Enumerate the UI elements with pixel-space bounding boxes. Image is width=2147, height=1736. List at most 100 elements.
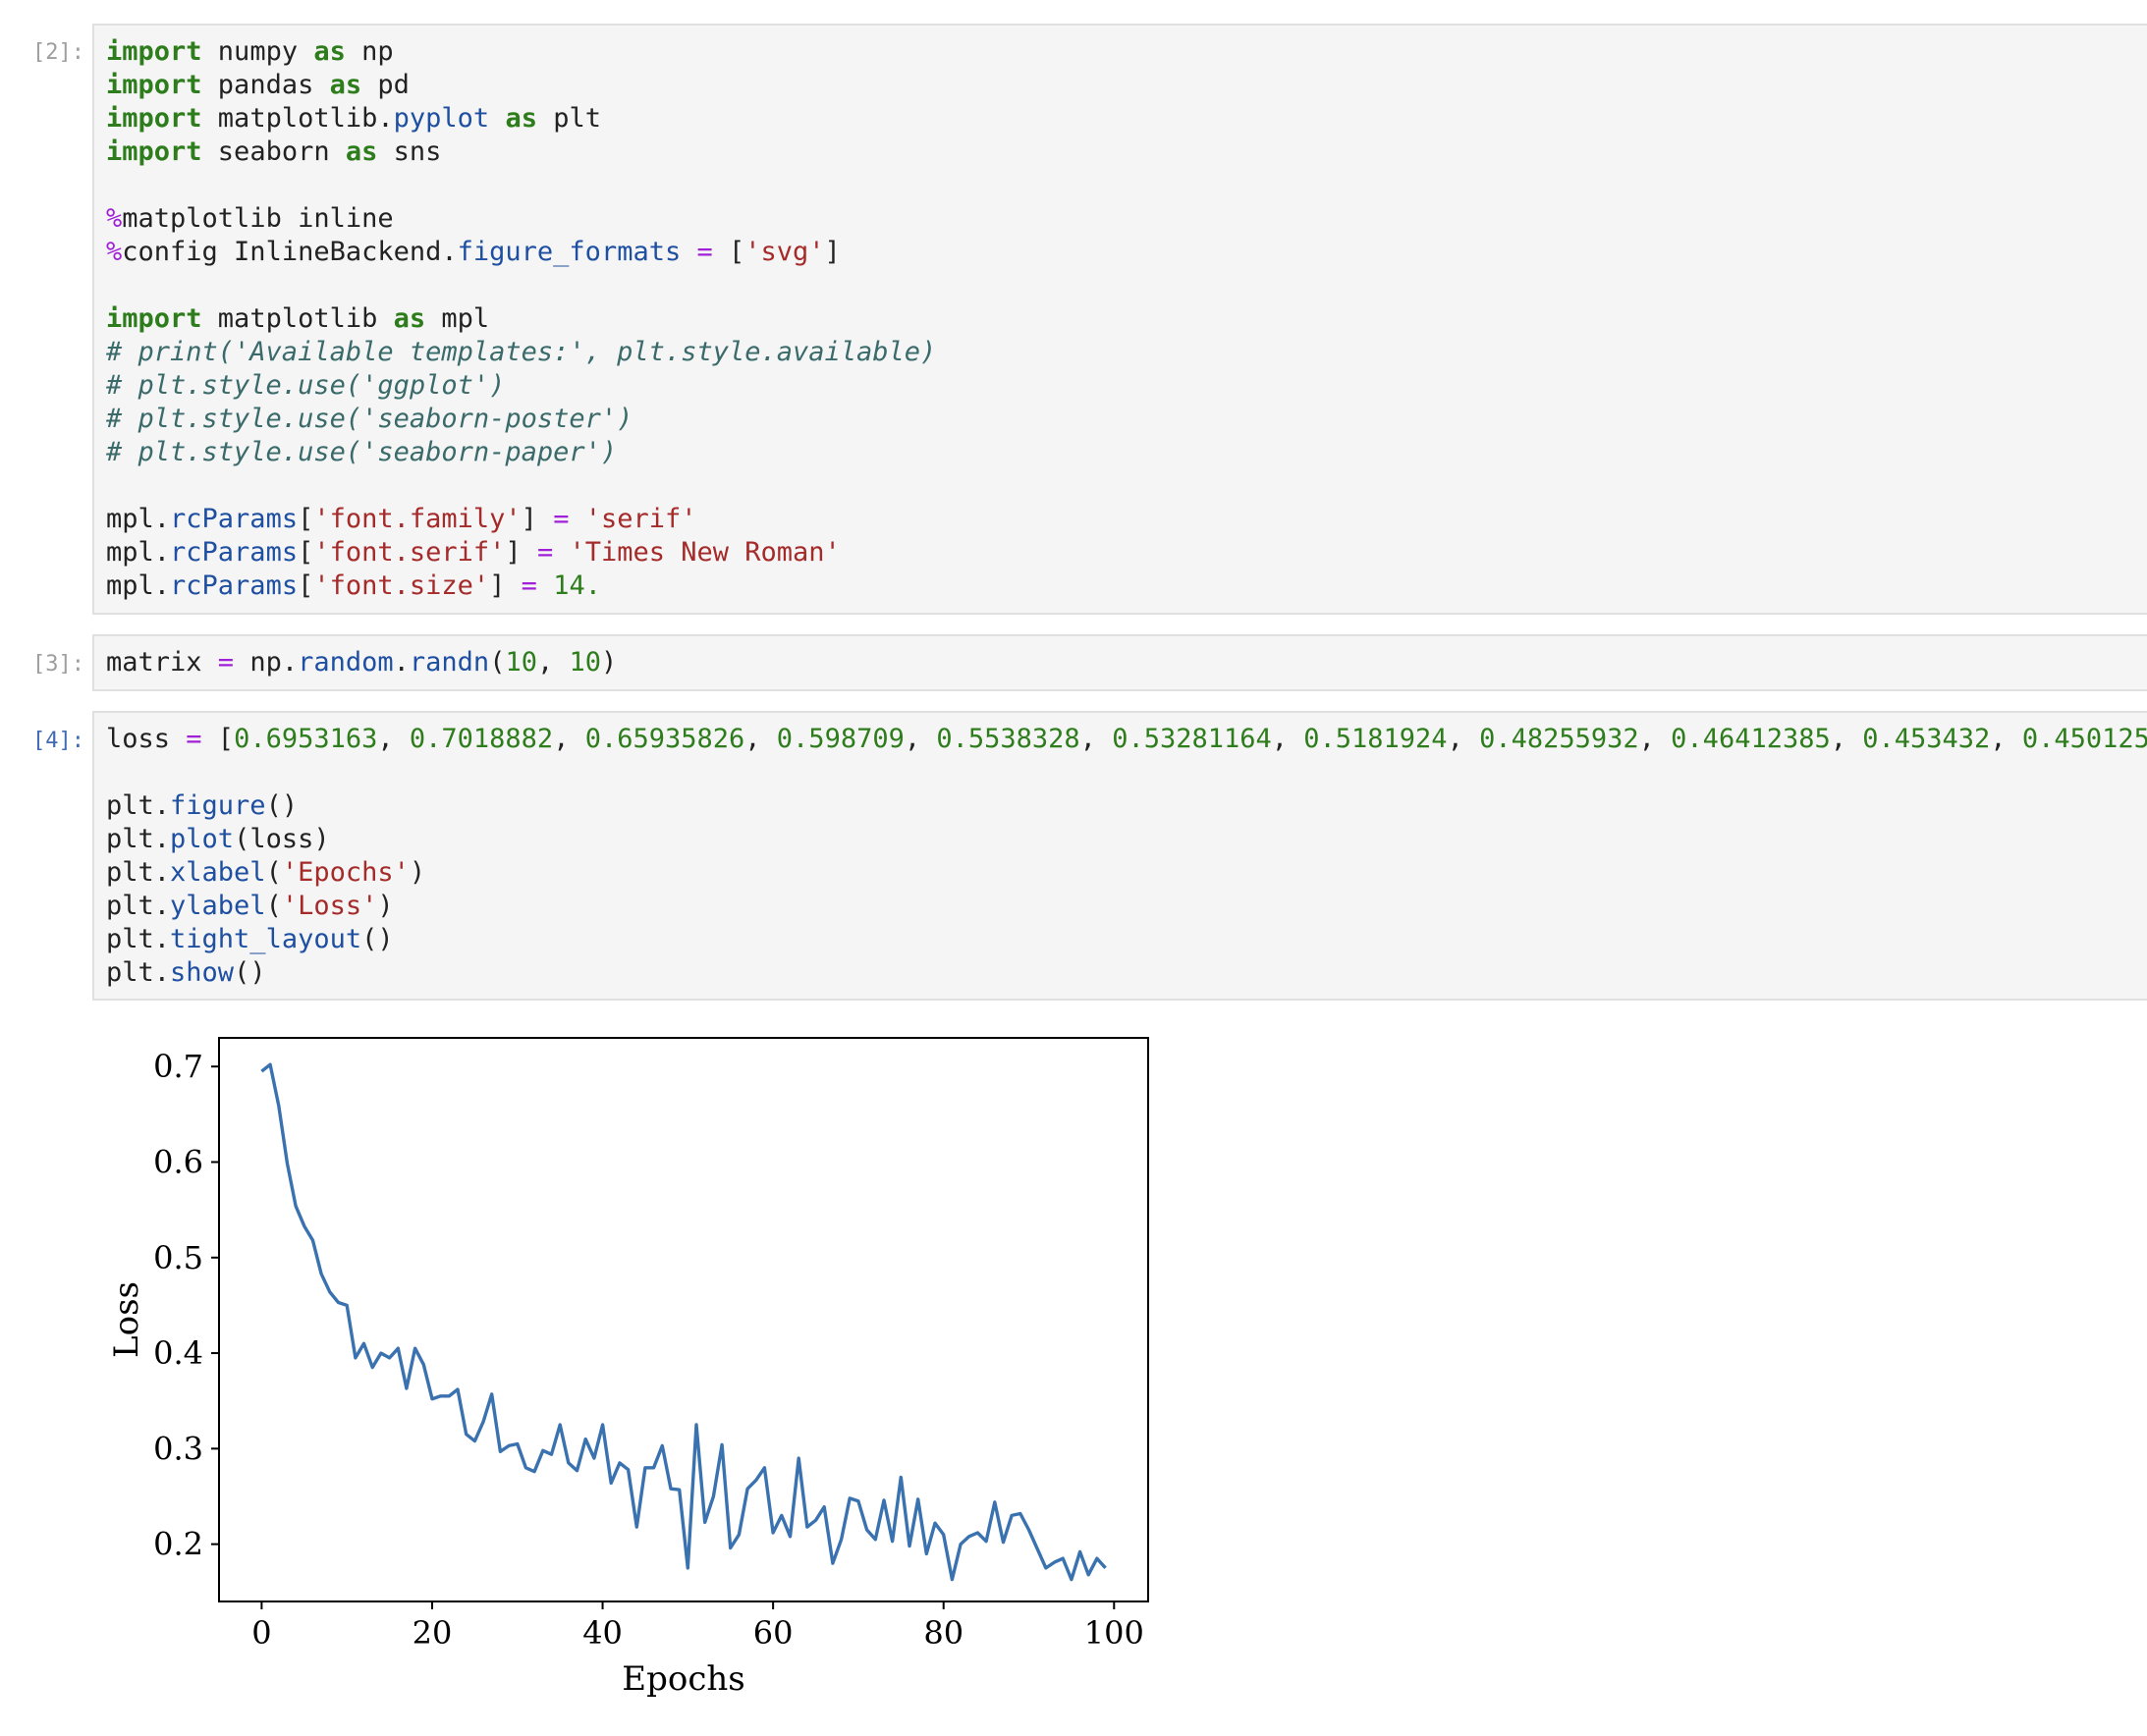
code-token: as	[313, 36, 346, 67]
code-token: figure_formats	[457, 237, 682, 267]
y-tick-label: 0.6	[153, 1143, 203, 1180]
code-editor[interactable]: import numpy as np import pandas as pd imp…	[94, 26, 2147, 613]
code-token: 0.53281164	[1112, 724, 1272, 754]
code-token: 0.453432	[1862, 724, 1991, 754]
code-token: ,	[536, 647, 570, 678]
code-token: ]	[521, 504, 554, 534]
code-token: plt.	[106, 891, 171, 921]
y-tick-label: 0.3	[153, 1430, 203, 1467]
x-tick-label: 0	[251, 1614, 271, 1652]
code-token: ,	[1638, 724, 1672, 754]
x-tick-label: 20	[413, 1614, 453, 1652]
code-line: matrix = np.random.randn(10, 10)	[106, 646, 2147, 679]
code-token: 14.	[553, 570, 601, 601]
code-token: pyplot	[393, 103, 490, 134]
code-token: tight_layout	[170, 924, 362, 954]
code-token: )	[601, 647, 618, 678]
code-line	[106, 756, 2147, 789]
code-token: =	[553, 504, 570, 534]
code-token: matplotlib.	[201, 103, 394, 134]
code-token: xlabel	[170, 857, 266, 888]
y-axis-label: Loss	[107, 1281, 146, 1358]
code-token	[489, 103, 505, 134]
code-token: plt.	[106, 857, 171, 888]
code-line: %matplotlib inline	[106, 202, 2147, 236]
y-tick-label: 0.7	[153, 1048, 203, 1085]
code-token: .	[393, 647, 410, 678]
code-token: loss	[106, 724, 187, 754]
code-token: ,	[553, 724, 585, 754]
loss-series-line	[260, 1062, 1107, 1582]
code-token: ,	[904, 724, 937, 754]
code-token: mpl.	[106, 537, 171, 568]
code-token: 'Loss'	[281, 891, 378, 921]
code-line: import pandas as pd	[106, 69, 2147, 102]
code-token: [	[298, 504, 314, 534]
code-token: 'Times New Roman'	[569, 537, 841, 568]
code-token: 'Epochs'	[281, 857, 410, 888]
code-token: =	[186, 724, 202, 754]
code-token: mpl	[425, 303, 490, 334]
code-line: import matplotlib.pyplot as plt	[106, 102, 2147, 136]
code-token: (loss)	[234, 824, 330, 854]
code-token: seaborn	[201, 136, 346, 167]
code-token: ()	[265, 790, 299, 821]
code-token: rcParams	[170, 504, 299, 534]
code-line: # print('Available templates:', plt.styl…	[106, 336, 2147, 369]
code-token: %	[106, 203, 123, 234]
code-line	[106, 169, 2147, 202]
code-token: config InlineBackend.	[122, 237, 458, 267]
x-tick-label: 40	[582, 1614, 623, 1652]
code-token: 'svg'	[744, 237, 825, 267]
loss-line-chart: 0 20 40 60 80 100 0.2 0.3 0.4 0.5 0.6 0.7 Epochs Loss	[107, 1037, 1149, 1699]
code-token: ]	[824, 237, 841, 267]
code-token: ,	[1830, 724, 1863, 754]
code-token: =	[217, 647, 235, 678]
code-token: 0.6953163	[234, 724, 378, 754]
code-token: (	[265, 891, 282, 921]
code-line: plt.xlabel('Epochs')	[106, 856, 2147, 890]
code-token: ()	[234, 957, 266, 988]
code-token: ylabel	[170, 891, 266, 921]
code-token: matplotlib	[201, 303, 394, 334]
code-cell-plot[interactable]: loss = [0.6953163, 0.7018882, 0.65935826…	[92, 711, 2147, 1001]
code-token: 'font.family'	[313, 504, 522, 534]
code-token	[553, 537, 569, 568]
code-token: matplotlib inline	[122, 203, 394, 234]
code-token: rcParams	[170, 570, 299, 601]
code-token: 0.48255932	[1479, 724, 1639, 754]
cell-prompt-3: [3]:	[0, 652, 84, 677]
code-token: ,	[1271, 724, 1304, 754]
code-editor[interactable]: loss = [0.6953163, 0.7018882, 0.65935826…	[94, 713, 2147, 999]
code-line: import seaborn as sns	[106, 136, 2147, 169]
code-token: [	[298, 570, 314, 601]
code-line: import numpy as np	[106, 35, 2147, 69]
code-token: )	[409, 857, 426, 888]
code-token: plt.	[106, 957, 171, 988]
code-token: %	[106, 237, 123, 267]
code-token	[569, 504, 584, 534]
code-line	[106, 269, 2147, 302]
code-token: ()	[361, 924, 394, 954]
code-token: ,	[1990, 724, 2022, 754]
code-token: # plt.style.use('seaborn-poster')	[106, 404, 633, 434]
code-token: 0.5181924	[1303, 724, 1448, 754]
code-line: loss = [0.6953163, 0.7018882, 0.65935826…	[106, 723, 2147, 756]
code-token: plt.	[106, 824, 171, 854]
code-line: mpl.rcParams['font.size'] = 14.	[106, 570, 2147, 603]
code-token: 0.4501256	[2021, 724, 2147, 754]
code-line: plt.show()	[106, 956, 2147, 990]
code-line: plt.ylabel('Loss')	[106, 890, 2147, 923]
code-token: import	[106, 103, 202, 134]
code-token: ,	[377, 724, 410, 754]
code-token: # plt.style.use('ggplot')	[106, 370, 506, 401]
code-token: as	[329, 70, 362, 100]
code-token: plt.	[106, 924, 171, 954]
code-token: 10	[505, 647, 537, 678]
x-tick-label: 60	[753, 1614, 794, 1652]
code-cell-matrix[interactable]: matrix = np.random.randn(10, 10)	[92, 634, 2147, 691]
x-tick-label: 100	[1084, 1614, 1144, 1652]
code-cell-imports[interactable]: import numpy as np import pandas as pd imp…	[92, 24, 2147, 615]
code-editor[interactable]: matrix = np.random.randn(10, 10)	[94, 636, 2147, 689]
code-token: ,	[1447, 724, 1480, 754]
